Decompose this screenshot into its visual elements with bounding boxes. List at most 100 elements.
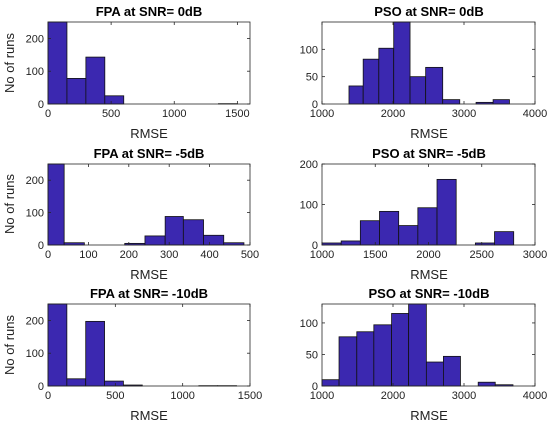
x-tick-label: 3000 (452, 108, 476, 120)
histogram-bar (144, 235, 166, 246)
panel-pso-snr-minus10db: PSO at SNR= -10dB 1000 2000 3000 4000 0 50 100… (300, 286, 548, 423)
histogram-bar (425, 66, 444, 105)
chart-title: PSO at SNR= 0dB (374, 4, 483, 19)
y-tick-label: 100 (300, 318, 318, 330)
histogram-bar (356, 331, 375, 387)
histogram-bar (47, 163, 65, 246)
x-tick-label: 0 (45, 249, 51, 261)
histogram-bar (85, 56, 106, 105)
x-axis-label: RMSE (410, 267, 448, 282)
chart-title: FPA at SNR= -5dB (94, 146, 205, 161)
y-tick-label: 0 (38, 381, 44, 393)
x-tick-label: 100 (79, 249, 97, 261)
x-tick-label: 1500 (363, 249, 387, 261)
histogram-bar (378, 47, 395, 105)
x-tick-label: 300 (160, 249, 178, 261)
axes-box (47, 21, 251, 105)
x-tick-label: 2000 (381, 390, 405, 402)
x-tick-label: 2000 (416, 249, 440, 261)
panel-pso-snr-0db: PSO at SNR= 0dB 1000 2000 3000 4000 0 50 100 R… (300, 4, 548, 141)
histogram-bar (340, 240, 361, 246)
histogram-bar (393, 21, 411, 105)
histogram-bar (104, 380, 124, 387)
histogram-bar (436, 178, 457, 246)
panel-fpa-snr-minus5db: FPA at SNR= -5dB 0 100 200 300 400 500 0 100 200… (2, 146, 259, 282)
histogram-bar (425, 361, 444, 387)
x-tick-label: 2000 (381, 108, 405, 120)
histogram-bar (373, 324, 392, 387)
plot-area (48, 164, 250, 245)
histogram-bar (321, 379, 340, 387)
x-tick-label: 400 (200, 249, 218, 261)
histogram-bar (47, 303, 68, 387)
x-tick-label: 1500 (238, 390, 262, 402)
axes-box (47, 163, 251, 246)
x-tick-label: 1000 (170, 390, 194, 402)
histogram-bar (409, 76, 427, 105)
x-tick-label: 1000 (310, 390, 334, 402)
histogram-bar (104, 95, 125, 105)
histogram-bar (494, 231, 515, 246)
x-axis-label: RMSE (130, 267, 168, 282)
y-axis-label: No of runs (2, 174, 17, 234)
chart-title: FPA at SNR= -10dB (90, 286, 208, 301)
chart-title: PSO at SNR= -5dB (372, 146, 486, 161)
x-tick-label: 1000 (310, 249, 334, 261)
x-tick-label: 0 (45, 108, 51, 120)
chart-title: PSO at SNR= -10dB (368, 286, 489, 301)
x-tick-label: 1500 (225, 108, 249, 120)
y-tick-label: 200 (26, 33, 44, 45)
x-tick-label: 2500 (470, 249, 494, 261)
histogram-bar (203, 234, 225, 246)
plot-area (48, 304, 250, 386)
histogram-bar (391, 313, 410, 387)
y-tick-label: 100 (26, 348, 44, 360)
axes-box (47, 303, 251, 387)
histogram-bar (477, 381, 496, 387)
histogram-bar (85, 320, 105, 387)
y-tick-label: 100 (300, 200, 318, 212)
panel-pso-snr-minus5db: PSO at SNR= -5dB 1000 1500 2000 2500 3000 0 10… (300, 146, 548, 282)
y-tick-label: 50 (306, 349, 318, 361)
histogram-bar (66, 78, 87, 105)
x-tick-label: 200 (120, 249, 138, 261)
y-tick-label: 200 (300, 159, 318, 171)
x-tick-label: 500 (241, 249, 259, 261)
y-tick-label: 0 (312, 240, 318, 252)
y-tick-label: 0 (312, 99, 318, 111)
histogram-bar (443, 355, 461, 387)
histogram-bar (359, 220, 380, 246)
histogram-bar (417, 207, 438, 246)
histogram-bar (492, 99, 510, 105)
panel-fpa-snr-minus10db: FPA at SNR= -10dB 0 500 1000 1500 0 100 200 RM… (2, 286, 262, 423)
y-tick-label: 100 (26, 66, 44, 78)
x-axis-label: RMSE (410, 126, 448, 141)
x-tick-label: 3000 (452, 390, 476, 402)
histogram-bar (164, 216, 184, 246)
panel-fpa-snr-0db: FPA at SNR= 0dB 0 500 1000 1500 0 100 200 RMSE… (2, 4, 251, 141)
histogram-bar (379, 210, 400, 246)
histogram-bar (398, 225, 419, 246)
x-tick-label: 0 (45, 390, 51, 402)
x-tick-label: 4000 (523, 390, 547, 402)
y-tick-label: 50 (306, 72, 318, 84)
y-axis-label: No of runs (2, 33, 17, 93)
histogram-bar (348, 85, 364, 105)
y-tick-label: 200 (26, 175, 44, 187)
histogram-bar (66, 378, 87, 387)
y-axis-label: No of runs (2, 315, 17, 375)
x-tick-label: 500 (102, 108, 120, 120)
y-tick-label: 100 (26, 208, 44, 220)
histogram-bar (408, 303, 427, 387)
y-tick-label: 0 (38, 240, 44, 252)
x-tick-label: 3000 (523, 249, 547, 261)
histogram-bar (338, 336, 358, 387)
axes-box (321, 21, 536, 105)
x-tick-label: 500 (106, 390, 124, 402)
axes-box (321, 303, 536, 387)
chart-title: FPA at SNR= 0dB (96, 4, 203, 19)
x-tick-label: 1000 (162, 108, 186, 120)
histogram-bar (182, 219, 204, 246)
histogram-bar (442, 99, 461, 105)
